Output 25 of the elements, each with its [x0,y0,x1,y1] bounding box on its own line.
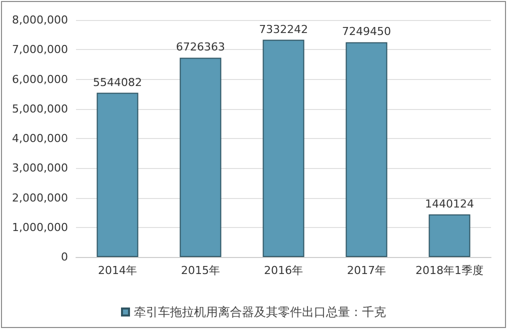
y-tick-label: 7,000,000 [12,43,68,56]
y-tick-label: 4,000,000 [12,132,68,145]
bar [346,42,388,257]
bar [428,214,470,257]
x-tick-label: 2016年 [264,264,303,277]
y-tick-label: 2,000,000 [12,191,68,204]
y-tick-label: 8,000,000 [12,14,68,26]
data-label: 7249450 [342,25,391,38]
bar [180,58,222,257]
data-label: 5544082 [93,76,142,89]
bar [96,92,138,257]
legend-label: 牵引车拖拉机用离合器及其零件出口总量：千克 [134,305,386,319]
y-tick-label: 6,000,000 [12,72,68,86]
y-tick-label: 1,000,000 [12,220,68,234]
bar [262,40,304,257]
x-tick-label: 2018年1季度 [416,264,484,277]
data-label: 6726363 [176,40,225,54]
y-tick-label: 0 [61,250,68,264]
x-tick-label: 2017年 [347,264,386,277]
data-label: 1440124 [425,197,474,210]
x-tick-label: 2014年 [98,264,137,277]
y-tick-label: 5,000,000 [12,102,68,116]
data-label: 7332242 [259,22,308,36]
x-tick-label: 2015年 [181,264,220,277]
y-tick-label: 3,000,000 [12,162,68,175]
